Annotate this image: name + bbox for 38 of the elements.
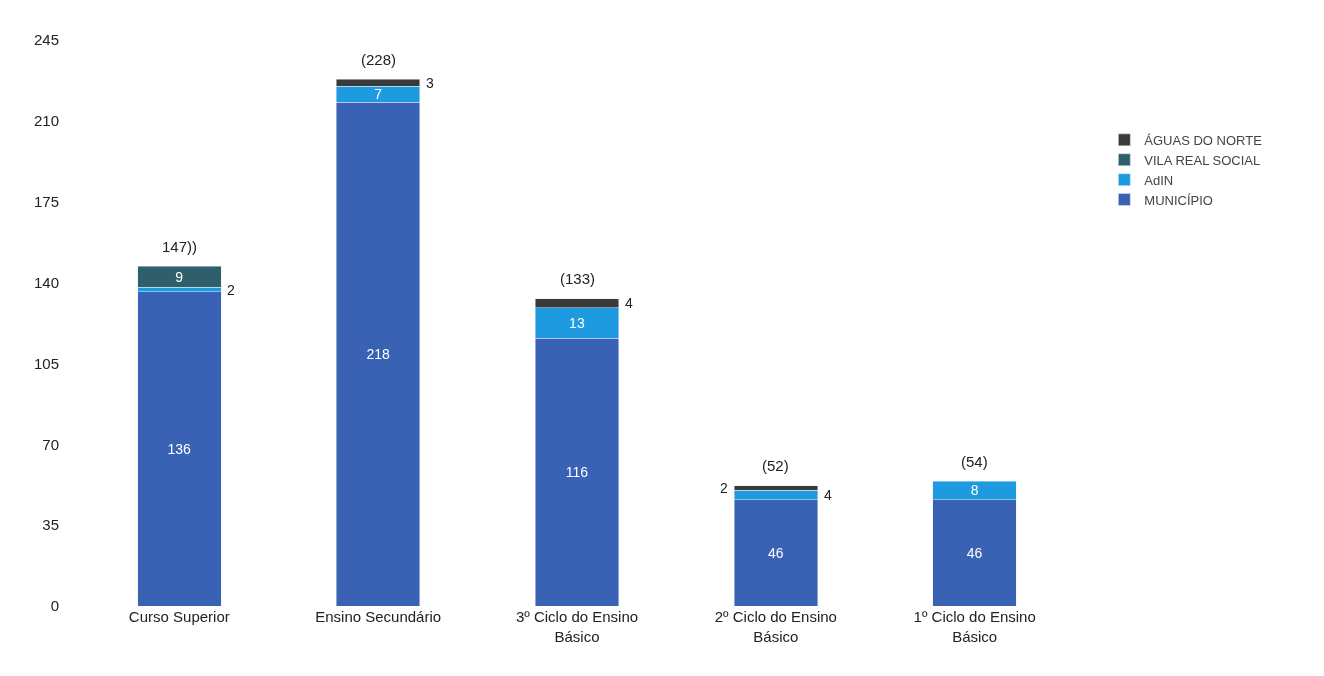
total-label: (54)	[961, 453, 988, 470]
data-label: 116	[565, 464, 589, 481]
data-label: 218	[366, 346, 390, 363]
total-label: (52)	[762, 457, 789, 474]
y-tick-label: 175	[33, 192, 59, 210]
data-label: 136	[167, 440, 192, 457]
y-tick-label: 35	[42, 516, 59, 534]
y-tick-label: 210	[33, 112, 59, 130]
data-label: 3	[426, 75, 434, 91]
y-tick-label: 105	[33, 354, 59, 372]
data-label: 13	[569, 315, 585, 331]
legend-label: AdIN	[1144, 172, 1174, 188]
x-tick-label: 2º Ciclo do Ensino Básico	[714, 608, 837, 645]
y-tick-label: 0	[50, 597, 59, 615]
legend-label: MUNICÍPIO	[1144, 192, 1213, 208]
total-label: 147))	[162, 238, 198, 255]
data-label: 8	[970, 482, 979, 499]
data-label: 4	[625, 295, 633, 311]
x-tick-label: Ensino Secundário	[315, 608, 442, 625]
data-label: 9	[175, 268, 184, 285]
data-label: 7	[374, 86, 383, 103]
bar	[137, 266, 222, 288]
total-label: (133)	[560, 270, 596, 287]
y-tick-label: 70	[42, 435, 59, 453]
legend-label: VILA REAL SOCIAL	[1144, 152, 1261, 168]
data-label: 4	[824, 487, 832, 503]
data-label: 2	[720, 480, 728, 496]
data-label: 46	[966, 544, 983, 561]
data-label: 2	[227, 282, 235, 298]
x-tick-label: 1º Ciclo do Ensino Básico	[913, 608, 1036, 645]
data-label: 46	[767, 544, 784, 561]
y-tick-label: 245	[33, 31, 59, 49]
legend-label: ÁGUAS DO NORTE	[1144, 132, 1263, 148]
bar	[137, 291, 222, 606]
y-tick-label: 140	[33, 273, 59, 291]
total-label: (228)	[361, 51, 397, 68]
x-tick-label: Curso Superior	[128, 608, 230, 625]
x-tick-label: 3º Ciclo do Ensino Básico	[515, 608, 639, 645]
